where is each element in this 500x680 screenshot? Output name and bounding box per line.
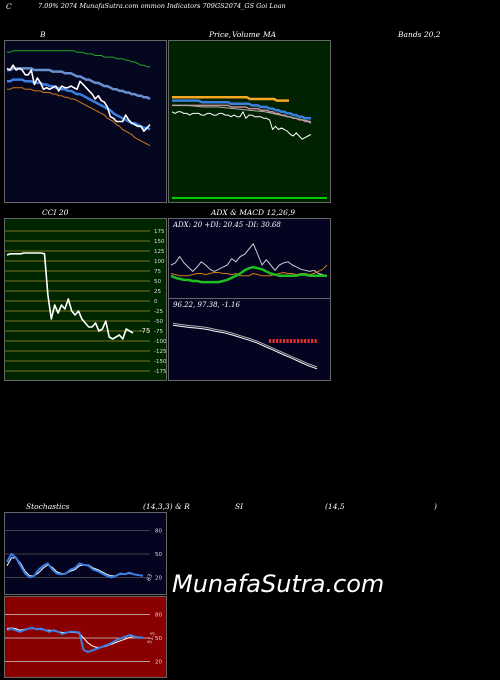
macd-histogram-bar (311, 339, 314, 343)
rsi-params: (14,5 (325, 502, 345, 511)
adx-plus-di-line (170, 243, 328, 277)
macd-histogram-bar (290, 339, 293, 343)
stoch-value-label: 63 (146, 573, 154, 582)
price-title: Price, (209, 30, 232, 39)
header-c: C (6, 2, 12, 11)
cci-tick-label: -175 (154, 369, 166, 375)
stoch-tick-label: 20 (155, 575, 162, 581)
cci-tick-label: 0 (154, 299, 158, 305)
bb-blue-band-lower (7, 78, 151, 131)
volume-title: Volume (232, 30, 261, 39)
rsi-tick-label: 80 (155, 613, 162, 619)
adx-title: ADX & MACD 12,26,9 (211, 208, 296, 217)
macd-histogram-bar (297, 339, 300, 343)
cci-line (6, 252, 134, 340)
cci-panel: 175 150 125 100 75 50 25 0 -25 -50 -75 -100 -125 -150… (4, 218, 167, 381)
price-line (171, 111, 312, 140)
macd-histogram-bar (272, 339, 275, 343)
cci-tick-label: -50 (154, 319, 163, 325)
bb-panel (4, 40, 167, 203)
macd-histogram-bar (276, 339, 279, 343)
stoch-k-line (6, 553, 144, 579)
macd-histogram-bar (286, 339, 289, 343)
macd-histogram-bar (307, 339, 310, 343)
rsi-tick-label: 50 (155, 636, 162, 642)
cci-title: CCI 20 (42, 208, 69, 217)
macd-histogram-bar (283, 339, 286, 343)
adx-line (170, 265, 327, 284)
stoch-title: Stochastics (26, 502, 70, 511)
rsi-tick-label: 20 (155, 659, 162, 665)
stoch-tick-label: 50 (155, 552, 162, 558)
price-gold-ma-line (172, 96, 289, 102)
bb-blue-band-upper (7, 67, 151, 101)
stoch-params: (14,3,3) & R (143, 502, 190, 511)
price-panel (168, 40, 331, 203)
cci-tick-label: -150 (154, 359, 166, 365)
cci-tick-label: 125 (154, 249, 165, 255)
header-subtitle: 7.09% 2074 MunafaSutra.com ommon Indicat… (38, 2, 286, 10)
rsi-panel: 80 50 20 51.5 (4, 596, 167, 678)
cci-tick-label: 25 (154, 289, 161, 295)
macd-histogram-bar (304, 339, 307, 343)
ma-title: MA (263, 30, 277, 39)
bb-price-line (6, 64, 151, 132)
stoch-tick-label: 80 (155, 529, 162, 535)
price-grey-ma-line (172, 104, 312, 122)
macd-histogram-bar (279, 339, 282, 343)
volume-bar-strip (172, 197, 327, 199)
bb-title: B (40, 30, 46, 39)
si-title: SI (235, 502, 244, 511)
macd-histogram-bar (300, 339, 303, 343)
bands-title: Bands 20,2 (398, 30, 441, 39)
cci-tick-label: -25 (154, 309, 163, 315)
macd-line (172, 324, 318, 370)
cci-tick-label: 50 (154, 279, 161, 285)
rsi-value-label: 51.5 (147, 631, 157, 645)
macd-label: 96.22, 97.38, -1.16 (173, 301, 240, 309)
rsi-close: ) (434, 502, 437, 511)
cci-value-label: -75 (139, 327, 150, 335)
bb-orange-lower-line (7, 87, 151, 147)
macd-panel: 96.22, 97.38, -1.16 (168, 298, 331, 381)
macd-signal-line (172, 322, 318, 368)
bb-upper-green-line (7, 50, 150, 68)
cci-tick-label: -75 (154, 329, 163, 335)
cci-tick-label: -100 (154, 339, 166, 345)
cci-tick-label: 150 (154, 239, 165, 245)
price-blue-ma-line (172, 99, 311, 120)
macd-histogram-bar (269, 339, 272, 343)
macd-histogram-bar (293, 339, 296, 343)
cci-tick-label: 175 (154, 229, 165, 235)
rsi-line (6, 626, 144, 653)
watermark: MunafaSutra.com (172, 570, 385, 598)
stoch-panel: 80 50 20 63 (4, 512, 167, 595)
macd-histogram-bar (314, 339, 317, 343)
cci-tick-label: 75 (154, 269, 161, 275)
cci-tick-label: -125 (154, 349, 166, 355)
cci-tick-label: 100 (154, 259, 165, 265)
adx-panel: ADX: 20 +DI: 20.45 -DI: 30.68 (168, 218, 331, 300)
adx-label: ADX: 20 +DI: 20.45 -DI: 30.68 (173, 221, 281, 229)
